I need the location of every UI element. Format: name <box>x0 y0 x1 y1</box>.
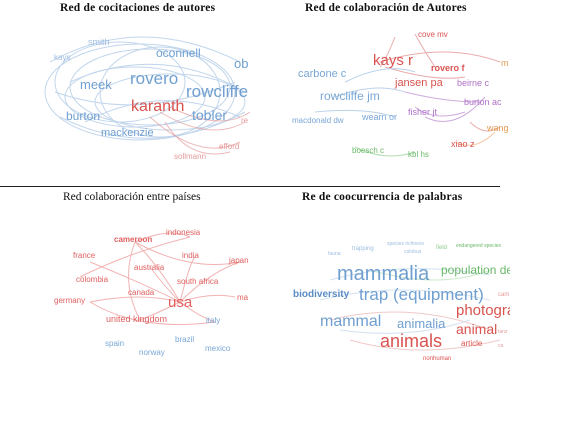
node-label: ma <box>237 293 249 302</box>
node-label: norway <box>139 348 165 357</box>
cocitation-network: smith kays oconnell ob rovero rowcliffe … <box>40 22 252 170</box>
node-label: efford <box>219 142 240 151</box>
node-label: animalia <box>397 316 446 331</box>
node-label: colombia <box>76 275 109 284</box>
node-label: cameroon <box>114 235 153 244</box>
node-label: france <box>73 251 96 260</box>
node-label: animal <box>456 321 498 337</box>
node-label: mammal <box>320 313 382 330</box>
node-label: photogra <box>456 302 510 319</box>
node-label: rovero f <box>431 63 465 73</box>
node-label: jansen pa <box>395 77 443 89</box>
node-label: trap (equipment) <box>359 285 484 304</box>
node-label: beirne c <box>457 78 490 88</box>
node-label: macdonald dw <box>292 116 344 125</box>
node-label: ob <box>234 56 249 71</box>
node-label: usa <box>168 294 193 311</box>
cocitation-edges <box>44 36 251 155</box>
node-label: smith <box>88 37 110 47</box>
node-label: brazil <box>175 335 195 344</box>
node-label: fauna <box>328 251 341 257</box>
node-label: spain <box>105 339 125 348</box>
countries-edges <box>79 232 241 325</box>
node-label: burton <box>66 109 101 123</box>
node-label: rowcliffe jm <box>320 89 380 103</box>
node-label: field <box>436 245 448 251</box>
node-label: mackenzie <box>101 127 154 139</box>
node-label: species richness <box>387 241 424 247</box>
keywords-network: trapping species richness colobus field … <box>290 240 510 368</box>
node-label: oconnell <box>156 46 201 60</box>
node-label: m <box>501 58 509 68</box>
node-label: germany <box>54 296 86 305</box>
panel-title-countries: Red colaboración entre países <box>63 191 201 203</box>
node-label: india <box>182 251 199 260</box>
node-label: population de <box>441 263 510 277</box>
node-label: canada <box>128 288 155 297</box>
node-label: endangered species <box>456 243 502 249</box>
node-label: tanz <box>498 329 508 335</box>
node-label: wang <box>487 123 509 133</box>
node-label: meek <box>80 77 112 92</box>
node-label: burton ac <box>464 97 502 107</box>
node-label: mammalia <box>337 263 430 285</box>
node-label: nonhuman <box>423 356 452 362</box>
node-label: trapping <box>352 246 374 252</box>
countries-network: indonesia cameroon france india japan au… <box>50 222 250 364</box>
coauthor-edges <box>314 33 501 157</box>
node-label: ca <box>498 343 504 349</box>
node-label: rovero <box>130 69 179 88</box>
node-label: mexico <box>205 344 231 353</box>
node-label: tobler <box>192 107 228 123</box>
node-label: boesch c <box>352 146 385 155</box>
node-label: article <box>461 339 483 348</box>
node-label: wearn or <box>362 112 398 122</box>
keywords-edges <box>319 268 501 351</box>
node-label: colobus <box>404 249 422 255</box>
node-label: united kingdom <box>106 314 168 324</box>
panel-title-cocitation: Red de cocitaciones de autores <box>60 2 216 14</box>
node-label: kays r <box>373 52 414 69</box>
node-label: cam <box>498 292 510 298</box>
node-label: re <box>241 116 249 125</box>
node-label: sollmann <box>174 152 207 161</box>
node-label: karanth <box>131 98 185 115</box>
node-label: biodiversity <box>293 289 350 300</box>
node-label: japan <box>229 256 249 265</box>
node-label: animals <box>380 331 443 351</box>
node-label: carbone c <box>298 68 347 80</box>
node-label: kays <box>54 53 71 62</box>
node-label: cove mv <box>418 30 448 39</box>
node-label: italy <box>206 316 221 325</box>
panel-divider <box>0 186 500 187</box>
node-label: south africa <box>177 277 219 286</box>
coauthor-network: cove mv kays r rovero f m carbone c jans… <box>285 22 509 170</box>
panel-title-keywords: Re de coocurrencia de palabras <box>302 191 463 203</box>
node-label: australia <box>134 263 165 272</box>
panel-title-coauthor: Red de colaboración de Autores <box>305 2 467 14</box>
node-label: rowcliffe <box>186 82 249 101</box>
node-label: indonesia <box>166 228 201 237</box>
node-label: xiao z <box>451 139 475 149</box>
node-label: kbl hs <box>408 150 429 159</box>
node-label: fisher jt <box>408 107 438 117</box>
